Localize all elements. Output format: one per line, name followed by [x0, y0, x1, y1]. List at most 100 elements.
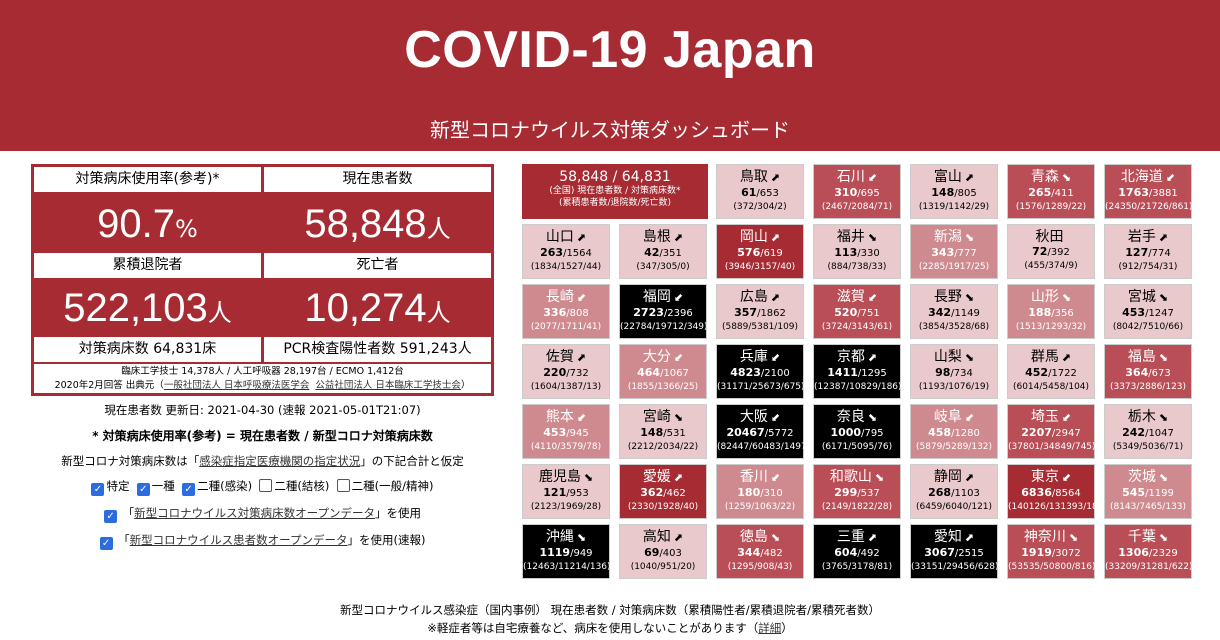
prefecture-counts: 357/1862 [734, 306, 786, 319]
opendata-beds-option[interactable]: ✓ 「新型コロナウイルス対策病床数オープンデータ」を使用 [31, 505, 494, 523]
prefecture-tile[interactable]: 埼玉 ⬋ 2207/2947 (37801/34849/745) [1007, 404, 1096, 459]
prefecture-counts: 453/1247 [1122, 306, 1174, 319]
prefecture-counts: 1119/949 [539, 546, 593, 559]
discharged-label: 累積退院者 [34, 253, 261, 278]
prefecture-tile[interactable]: 沖縄 ⬊ 1119/949 (12463/11214/136) [522, 524, 611, 579]
checkbox-isshu[interactable]: ✓ 一種 [136, 479, 175, 496]
prefecture-tile[interactable]: 茨城 ⬊ 545/1199 (8143/7465/133) [1104, 464, 1192, 519]
details-link[interactable]: 詳細 [758, 621, 782, 635]
prefecture-tile[interactable]: 大分 ⬋ 464/1067 (1855/1366/25) [619, 344, 707, 399]
prefecture-tile[interactable]: 愛媛 ⬈ 362/462 (2330/1928/40) [619, 464, 707, 519]
current-patients: 265 [1028, 186, 1052, 199]
prefecture-tile[interactable]: 山口 ⬈ 263/1564 (1834/1527/44) [522, 224, 610, 279]
prefecture-tile[interactable]: 山形 ⬊ 188/356 (1513/1293/32) [1007, 284, 1095, 339]
prefecture-tile[interactable]: 富山 ⬈ 148/805 (1319/1142/29) [910, 164, 998, 219]
prefecture-tile[interactable]: 石川 ⬋ 310/695 (2467/2084/71) [813, 164, 901, 219]
bed-count: 1722 [1051, 368, 1077, 379]
national-total-tile: 58,848 / 64,831 (全国) 現在患者数 / 対策病床数* (累積患… [522, 164, 708, 219]
opendata-patients-option[interactable]: ✓ 「新型コロナウイルス患者数オープンデータ」を使用(速報) [31, 532, 494, 550]
basis-link[interactable]: 感染症指定医療機関の指定状況 [199, 454, 361, 468]
opendata-beds-link[interactable]: 新型コロナウイルス対策病床数オープンデータ [134, 506, 375, 520]
bed-count: 310 [763, 488, 783, 499]
prefecture-tile[interactable]: 栃木 ⬊ 242/1047 (5349/5036/71) [1104, 404, 1192, 459]
prefecture-tile[interactable]: 滋賀 ⬋ 520/751 (3724/3143/61) [813, 284, 901, 339]
current-patients: 344 [737, 546, 761, 559]
prefecture-counts: 520/751 [834, 306, 880, 319]
trend-arrow-icon: ⬋ [1061, 411, 1072, 424]
cumulative-counts: (5879/5289/132) [915, 442, 993, 452]
prefecture-counts: 362/462 [640, 486, 686, 499]
prefecture-tile[interactable]: 愛知 ⬈ 3067/2515 (33151/29456/628) [910, 524, 999, 579]
cumulative-counts: (8143/7465/133) [1109, 502, 1187, 512]
prefecture-tile[interactable]: 宮城 ⬊ 453/1247 (8042/7510/66) [1104, 284, 1192, 339]
prefecture-tile[interactable]: 静岡 ⬈ 268/1103 (6459/6040/121) [910, 464, 998, 519]
prefecture-label: 岐阜 [933, 409, 962, 425]
prefecture-tile[interactable]: 福岡 ⬋ 2723/2396 (22784/19712/349) [619, 284, 708, 339]
prefecture-tile[interactable]: 長野 ⬊ 342/1149 (3854/3528/68) [910, 284, 998, 339]
prefecture-label: 広島 [739, 289, 768, 305]
opendata1-suffix: 」を使用 [374, 506, 421, 520]
cumulative-counts: (4110/3579/78) [530, 442, 602, 452]
current-patients: 464 [637, 366, 661, 379]
prefecture-tile[interactable]: 青森 ⬊ 265/411 (1576/1289/22) [1007, 164, 1095, 219]
prefecture-label: 兵庫 [739, 349, 768, 365]
prefecture-counts: 220/732 [543, 366, 589, 379]
prefecture-tile[interactable]: 熊本 ⬋ 453/945 (4110/3579/78) [522, 404, 610, 459]
prefecture-tile[interactable]: 秋田 72/392 (455/374/9) [1007, 224, 1095, 279]
prefecture-tile[interactable]: 北海道 ⬋ 1763/3881 (24350/21726/861) [1104, 164, 1193, 219]
prefecture-name: 富山 ⬈ [911, 169, 997, 186]
prefecture-tile[interactable]: 岩手 ⬈ 127/774 (912/754/31) [1104, 224, 1192, 279]
trend-arrow-icon: ⬊ [583, 471, 594, 484]
checkbox-nishu-kekkaku[interactable]: 二種(結核) [259, 479, 329, 493]
source-link-jsrcm[interactable]: 一般社団法人 日本呼吸療法医学会 [163, 380, 310, 391]
bed-count: 1047 [1148, 428, 1174, 439]
prefecture-tile[interactable]: 長崎 ⬋ 336/808 (2077/1711/41) [522, 284, 610, 339]
prefecture-tile[interactable]: 香川 ⬋ 180/310 (1259/1063/22) [716, 464, 804, 519]
prefecture-label: 宮崎 [642, 409, 671, 425]
prefecture-tile[interactable]: 山梨 ⬊ 98/734 (1193/1076/19) [910, 344, 998, 399]
prefecture-tile[interactable]: 岐阜 ⬋ 458/1280 (5879/5289/132) [910, 404, 998, 459]
prefecture-name: 栃木 ⬊ [1105, 409, 1191, 426]
prefecture-tile[interactable]: 兵庫 ⬋ 4823/2100 (31171/25673/675) [716, 344, 805, 399]
prefecture-tile[interactable]: 岡山 ⬈ 576/619 (3946/3157/40) [716, 224, 804, 279]
opendata-patients-link[interactable]: 新型コロナウイルス患者数オープンデータ [129, 533, 348, 547]
prefecture-name: 東京 ⬋ [1008, 469, 1094, 486]
prefecture-tile[interactable]: 大阪 ⬋ 20467/5772 (82447/60483/1497) [716, 404, 810, 459]
prefecture-name: 宮崎 ⬊ [620, 409, 706, 426]
prefecture-label: 香川 [739, 469, 768, 485]
prefecture-tile[interactable]: 神奈川 ⬊ 1919/3072 (53535/50800/816) [1007, 524, 1096, 579]
prefecture-tile[interactable]: 高知 ⬈ 69/403 (1040/951/20) [619, 524, 707, 579]
prefecture-tile[interactable]: 佐賀 ⬈ 220/732 (1604/1387/13) [522, 344, 610, 399]
checkbox-nishu-ippan[interactable]: 二種(一般/精神) [336, 479, 434, 493]
checkbox-tokutei[interactable]: ✓ 特定 [91, 479, 129, 496]
prefecture-tile[interactable]: 鹿児島 ⬊ 121/953 (2123/1969/28) [522, 464, 610, 519]
prefecture-tile[interactable]: 広島 ⬈ 357/1862 (5889/5381/109) [716, 284, 804, 339]
prefecture-name: 大阪 ⬋ [717, 409, 803, 426]
prefecture-label: 山梨 [933, 349, 962, 365]
prefecture-name: 新潟 ⬊ [911, 229, 997, 246]
prefecture-tile[interactable]: 群馬 ⬈ 452/1722 (6014/5458/104) [1007, 344, 1095, 399]
bed-count: 1247 [1148, 308, 1174, 319]
prefecture-tile[interactable]: 宮崎 ⬊ 148/531 (2212/2034/22) [619, 404, 707, 459]
bed-count: 673 [1151, 368, 1171, 379]
prefecture-tile[interactable]: 鳥取 ⬈ 61/653 (372/304/2) [716, 164, 804, 219]
cumulative-counts: (6459/6040/121) [915, 502, 993, 512]
prefecture-tile[interactable]: 福井 ⬊ 113/330 (884/738/33) [813, 224, 901, 279]
prefecture-tile[interactable]: 福島 ⬊ 364/673 (3373/2886/123) [1104, 344, 1192, 399]
prefecture-tile[interactable]: 三重 ⬈ 604/492 (3765/3178/81) [813, 524, 901, 579]
prefecture-tile[interactable]: 京都 ⬈ 1411/1295 (12387/10829/186) [813, 344, 902, 399]
prefecture-tile[interactable]: 東京 ⬋ 6836/8564 (140126/131393/1897) [1007, 464, 1113, 519]
prefecture-tile[interactable]: 千葉 ⬊ 1306/2329 (33209/31281/622) [1104, 524, 1193, 579]
checkbox-nishu-kansen[interactable]: ✓ 二種(感染) [182, 479, 252, 496]
bed-count: 1862 [760, 308, 786, 319]
prefecture-name: 千葉 ⬊ [1105, 529, 1191, 546]
source-link-jacet[interactable]: 公益社団法人 日本臨床工学技士会 [315, 380, 461, 391]
prefecture-tile[interactable]: 新潟 ⬊ 343/777 (2285/1917/25) [910, 224, 998, 279]
prefecture-tile[interactable]: 島根 ⬈ 42/351 (347/305/0) [619, 224, 707, 279]
prefecture-tile[interactable]: 和歌山 ⬊ 299/537 (2149/1822/28) [813, 464, 901, 519]
prefecture-tile[interactable]: 奈良 ⬊ 1000/795 (6171/5095/76) [813, 404, 901, 459]
prefecture-tile[interactable]: 徳島 ⬊ 344/482 (1295/908/43) [716, 524, 804, 579]
cumulative-counts: (1513/1293/32) [1015, 322, 1087, 332]
trend-arrow-icon: ⬈ [770, 171, 781, 184]
bed-count: 1103 [954, 488, 980, 499]
